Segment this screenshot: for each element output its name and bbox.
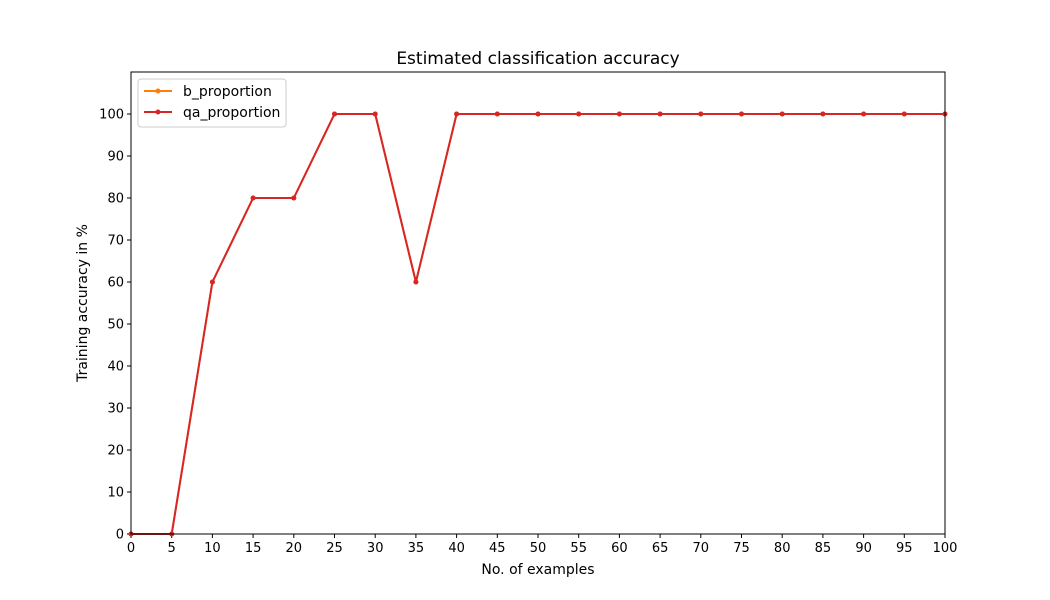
x-tick-label-19: 95 [896,541,913,556]
x-tick-label-17: 85 [815,541,832,556]
x-tick-label-12: 60 [611,541,628,556]
axes-frame [130,71,946,535]
y-tick-label-6: 60 [107,276,124,291]
y-tick-label-4: 40 [107,360,124,375]
data-point-qa_proportion-7 [413,279,419,285]
y-tick-label-0: 0 [116,528,124,543]
plot-area: 0 5 10 15 20 25 30 35 40 45 50 55 60 65 70 75 80 85 90 95 10… [99,71,958,556]
y-axis-title: Training accuracy in % [75,224,91,383]
x-tick-label-15: 75 [733,541,750,556]
chart-title: Estimated classification accuracy [396,49,679,69]
y-tick-label-1: 10 [107,486,124,501]
x-tick-label-2: 10 [204,541,221,556]
x-tick-label-11: 55 [570,541,587,556]
data-point-qa_proportion-12 [616,111,622,117]
y-tick-label-10: 100 [99,108,124,123]
legend-marker-b_proportion [155,88,161,94]
legend-box [137,78,287,128]
data-point-qa_proportion-14 [698,111,704,117]
x-tick-label-7: 35 [408,541,425,556]
data-point-qa_proportion-4 [291,195,297,201]
x-tick-label-16: 80 [774,541,791,556]
data-point-qa_proportion-18 [861,111,867,117]
legend: b_proportion qa_proportion [137,78,287,128]
data-point-qa_proportion-5 [332,111,337,117]
data-point-qa_proportion-15 [739,111,744,117]
legend-marker-qa_proportion [155,109,161,115]
data-point-qa_proportion-6 [372,111,378,117]
x-tick-label-5: 25 [326,541,343,556]
x-tick-label-3: 15 [245,541,262,556]
x-tick-label-20: 100 [933,541,958,556]
data-point-qa_proportion-2 [209,279,215,285]
y-tick-label-5: 50 [107,318,124,333]
data-point-qa_proportion-17 [820,111,826,117]
x-tick-label-0: 0 [127,541,135,556]
x-tick-label-13: 65 [652,541,669,556]
x-tick-label-18: 90 [855,541,872,556]
data-point-qa_proportion-9 [494,111,500,117]
y-tick-label-2: 20 [107,444,124,459]
y-tick-label-3: 30 [107,402,124,417]
data-point-qa_proportion-16 [779,111,785,117]
data-point-qa_proportion-11 [576,111,582,117]
data-point-qa_proportion-13 [657,111,663,117]
x-tick-label-14: 70 [693,541,710,556]
x-tick-label-4: 20 [286,541,303,556]
x-tick-label-6: 30 [367,541,384,556]
series-line-b_proportion [130,113,946,535]
data-point-qa_proportion-10 [535,111,541,117]
x-tick-label-10: 50 [530,541,547,556]
series-line-qa_proportion [130,113,946,535]
y-tick-label-9: 90 [107,150,124,165]
data-point-qa_proportion-19 [901,111,907,117]
y-tick-label-8: 80 [107,192,124,207]
legend-label-b_proportion: b_proportion [183,84,272,100]
x-tick-label-1: 5 [168,541,176,556]
x-tick-label-9: 45 [489,541,506,556]
data-point-qa_proportion-3 [250,195,256,201]
x-tick-label-8: 40 [448,541,465,556]
legend-label-qa_proportion: qa_proportion [183,105,280,121]
y-tick-label-7: 70 [107,234,124,249]
x-axis-title: No. of examples [481,562,594,578]
data-point-qa_proportion-8 [454,111,460,117]
